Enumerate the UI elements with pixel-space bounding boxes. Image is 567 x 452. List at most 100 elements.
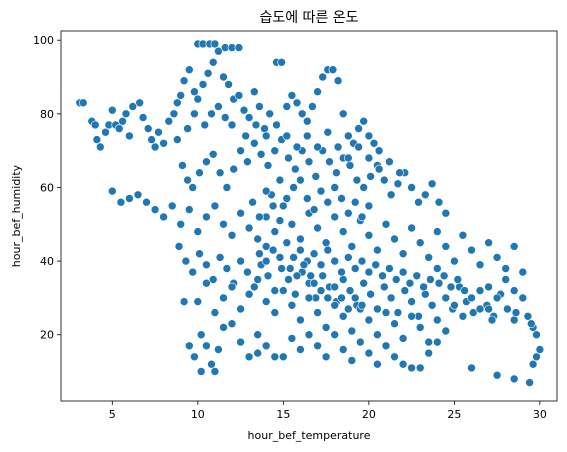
y-tick-label: 40 — [40, 255, 54, 268]
data-point — [214, 102, 223, 111]
data-point — [330, 212, 340, 222]
data-point — [528, 359, 538, 369]
data-point — [371, 260, 381, 270]
data-point — [169, 109, 179, 119]
data-point — [364, 131, 374, 141]
data-point — [321, 352, 331, 362]
data-point — [532, 330, 541, 340]
data-point — [296, 175, 305, 185]
data-point — [236, 337, 245, 347]
data-point — [203, 69, 213, 78]
data-point — [114, 124, 124, 133]
data-point — [338, 227, 348, 236]
data-point — [441, 208, 451, 218]
data-point — [222, 264, 232, 273]
data-point — [364, 201, 374, 211]
data-point — [287, 91, 297, 100]
data-point — [196, 330, 206, 340]
data-point — [278, 352, 288, 362]
data-point — [338, 345, 348, 354]
data-point — [101, 127, 110, 137]
data-point — [210, 308, 220, 317]
data-point — [78, 98, 88, 108]
data-point — [468, 308, 478, 317]
data-point — [208, 57, 218, 67]
data-point — [154, 127, 163, 137]
y-tick-label: 100 — [33, 34, 54, 47]
data-point — [270, 146, 280, 155]
data-point — [250, 282, 259, 292]
data-point — [475, 304, 485, 314]
data-point — [432, 315, 442, 325]
data-point — [179, 297, 189, 306]
data-point — [289, 183, 298, 192]
data-point — [484, 282, 493, 292]
plot-frame — [60, 30, 558, 402]
data-point — [357, 256, 367, 266]
data-point — [386, 293, 396, 303]
data-point — [338, 109, 348, 119]
data-point — [509, 242, 519, 251]
data-point — [501, 275, 511, 284]
x-tick-label: 10 — [191, 408, 205, 421]
data-point — [407, 183, 416, 192]
data-point — [318, 72, 328, 82]
data-point — [398, 359, 408, 369]
data-point — [434, 197, 444, 207]
data-point — [526, 319, 536, 329]
data-point — [343, 253, 353, 262]
data-point — [407, 297, 416, 306]
data-point — [415, 238, 425, 247]
data-point — [323, 127, 333, 137]
data-point — [256, 150, 266, 159]
x-tick-label: 30 — [533, 408, 547, 421]
data-point — [181, 256, 191, 266]
data-point — [316, 186, 326, 196]
data-point — [150, 142, 160, 152]
data-point — [359, 278, 369, 288]
data-point — [390, 352, 399, 362]
data-point — [261, 341, 271, 351]
data-point — [450, 300, 459, 310]
data-point — [393, 179, 403, 189]
data-point — [338, 275, 348, 284]
data-point — [302, 194, 312, 203]
data-point — [270, 352, 280, 362]
data-point — [398, 334, 408, 343]
data-point — [373, 245, 382, 255]
data-point — [196, 367, 206, 376]
data-point — [304, 330, 314, 340]
y-tick-label: 80 — [40, 108, 54, 121]
data-point — [215, 168, 225, 177]
data-point — [299, 260, 309, 270]
data-point — [190, 109, 199, 119]
data-point — [277, 264, 286, 273]
data-point — [492, 293, 502, 303]
data-point — [467, 363, 476, 373]
data-point — [364, 153, 374, 163]
data-point — [378, 271, 387, 281]
data-point — [475, 286, 485, 295]
data-point — [284, 275, 293, 284]
data-point — [147, 135, 156, 144]
data-point — [343, 208, 353, 218]
data-point — [333, 142, 343, 152]
data-point — [316, 286, 326, 295]
data-point — [328, 65, 338, 74]
data-point — [108, 105, 117, 115]
data-point — [535, 345, 545, 354]
data-point — [359, 116, 369, 126]
data-point — [195, 168, 204, 177]
data-point — [337, 293, 346, 303]
data-point — [253, 234, 263, 244]
data-point — [244, 113, 254, 122]
data-point — [118, 116, 127, 126]
data-point — [270, 227, 280, 236]
data-point — [219, 220, 228, 229]
data-point — [150, 205, 160, 214]
data-point — [236, 146, 245, 155]
data-point — [330, 282, 340, 292]
data-point — [309, 249, 319, 258]
data-point — [313, 87, 322, 96]
